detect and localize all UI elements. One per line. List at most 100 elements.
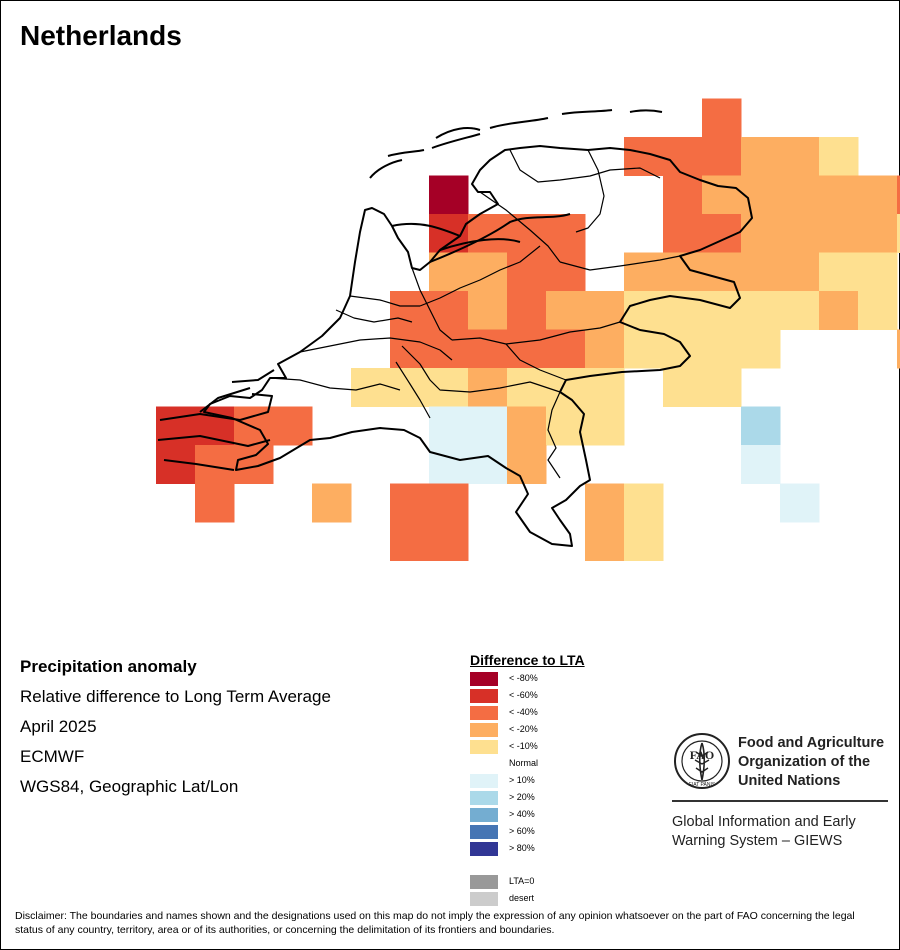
legend-swatch — [470, 875, 498, 889]
anomaly-cell — [234, 445, 274, 484]
fao-logo-text: FAO — [690, 748, 714, 762]
legend-label: > 40% — [509, 809, 535, 819]
legend-swatch — [470, 723, 498, 737]
anomaly-cell — [858, 291, 898, 330]
anomaly-cell — [741, 329, 781, 369]
legend-label: > 60% — [509, 826, 535, 836]
fao-motto: FIAT PANIS — [689, 782, 716, 788]
legend-label: < -80% — [509, 673, 538, 683]
info-heading: Precipitation anomaly — [20, 657, 197, 676]
anomaly-cell — [702, 291, 742, 330]
anomaly-cell — [429, 483, 469, 523]
anomaly-cell — [780, 483, 820, 523]
anomaly-cell — [741, 252, 781, 292]
legend-label: > 20% — [509, 792, 535, 802]
anomaly-cell — [702, 368, 742, 407]
legend-label: < -10% — [509, 741, 538, 751]
anomaly-cell — [780, 214, 820, 253]
legend-label: < -20% — [509, 724, 538, 734]
anomaly-cell — [507, 214, 547, 253]
precipitation-anomaly-map — [156, 98, 900, 561]
info-period: April 2025 — [20, 717, 97, 736]
anomaly-cell — [858, 252, 898, 292]
anomaly-cell — [468, 214, 508, 253]
anomaly-cell — [897, 329, 900, 369]
legend-swatch — [470, 791, 498, 805]
fao-divider — [672, 800, 888, 802]
legend-extra-item: LTA=0 — [470, 875, 590, 889]
anomaly-cell — [780, 175, 820, 215]
anomaly-cell — [468, 252, 508, 292]
legend-swatch — [470, 689, 498, 703]
anomaly-cell — [429, 291, 469, 330]
anomaly-cell — [897, 214, 900, 253]
anomaly-cell — [156, 445, 196, 484]
legend-label: > 80% — [509, 843, 535, 853]
anomaly-cell — [429, 445, 469, 484]
anomaly-grid-cells — [156, 98, 900, 561]
fao-name-line3: United Nations — [738, 773, 841, 789]
anomaly-cell — [546, 291, 586, 330]
anomaly-cell — [858, 214, 898, 253]
anomaly-cell — [585, 483, 625, 523]
anomaly-cell — [507, 329, 547, 369]
legend-item: < -40% — [470, 706, 590, 720]
disclaimer: Disclaimer: The boundaries and names sho… — [15, 910, 855, 936]
giews-line2: Warning System – GIEWS — [672, 833, 843, 849]
fao-name-line1: Food and Agriculture — [738, 735, 885, 751]
anomaly-cell — [507, 291, 547, 330]
anomaly-cell — [663, 368, 703, 407]
anomaly-cell — [468, 406, 508, 446]
country-boundary — [157, 109, 753, 547]
legend-item: > 40% — [470, 808, 590, 822]
anomaly-cell — [741, 445, 781, 484]
legend-swatch — [470, 808, 498, 822]
anomaly-cell — [585, 406, 625, 446]
legend-swatch — [470, 706, 498, 720]
legend-item: < -10% — [470, 740, 590, 754]
anomaly-cell — [546, 214, 586, 253]
fao-name-line2: Organization of the — [738, 754, 871, 770]
anomaly-cell — [468, 329, 508, 369]
anomaly-cell — [507, 445, 547, 484]
anomaly-cell — [429, 406, 469, 446]
legend-swatch — [470, 740, 498, 754]
info-source: ECMWF — [20, 747, 85, 766]
anomaly-cell — [390, 522, 430, 561]
anomaly-cell — [741, 214, 781, 253]
anomaly-cell — [624, 291, 664, 330]
anomaly-cell — [741, 291, 781, 330]
legend-swatch — [470, 672, 498, 686]
anomaly-cell — [546, 368, 586, 407]
map-info: Precipitation anomaly Relative differenc… — [20, 656, 331, 806]
legend-swatch — [470, 774, 498, 788]
legend-item: < -60% — [470, 689, 590, 703]
anomaly-cell — [507, 368, 547, 407]
anomaly-cell — [624, 329, 664, 369]
anomaly-cell — [624, 522, 664, 561]
fao-logo-icon: FAO FIAT PANIS — [674, 733, 730, 789]
anomaly-cell — [390, 483, 430, 523]
anomaly-cell — [507, 406, 547, 446]
map-title: Netherlands — [20, 20, 182, 51]
legend-item: > 80% — [470, 842, 590, 856]
fao-name: Food and Agriculture Organization of the… — [738, 734, 898, 791]
giews-name: Global Information and Early Warning Sys… — [672, 813, 888, 851]
anomaly-cell — [312, 483, 352, 523]
giews-line1: Global Information and Early — [672, 814, 856, 830]
anomaly-cell — [780, 137, 820, 176]
legend-label: LTA=0 — [509, 876, 535, 886]
anomaly-cell — [780, 252, 820, 292]
legend: Difference to LTA < -80% < -60% < -40% < -2… — [470, 652, 585, 906]
anomaly-cell — [741, 137, 781, 176]
anomaly-cell — [702, 137, 742, 176]
legend-label: < -60% — [509, 690, 538, 700]
anomaly-cell — [429, 329, 469, 369]
anomaly-cell — [624, 483, 664, 523]
anomaly-cell — [663, 214, 703, 253]
legend-title: Difference to LTA — [470, 652, 585, 668]
legend-label: < -40% — [509, 707, 538, 717]
legend-item: < -80% — [470, 672, 590, 686]
anomaly-cell — [819, 137, 859, 176]
legend-swatch — [470, 842, 498, 856]
